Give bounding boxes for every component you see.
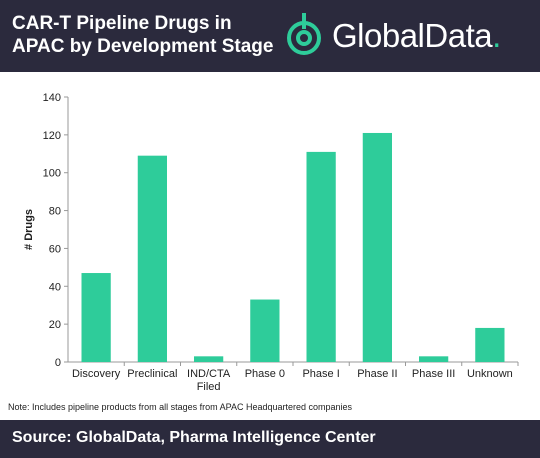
footer-banner: Source: GlobalData, Pharma Intelligence … (0, 420, 540, 458)
y-tick-label: 0 (55, 357, 61, 369)
globaldata-logo-icon (287, 13, 321, 55)
y-tick-label: 120 (43, 130, 61, 142)
source-text: Source: GlobalData, Pharma Intelligence … (12, 429, 376, 446)
chart-note: Note: Includes pipeline products from al… (8, 402, 353, 412)
x-tick-label-line: Filed (197, 381, 221, 393)
chart-title: CAR-T Pipeline Drugs in APAC by Developm… (12, 12, 292, 58)
y-tick-label: 20 (49, 319, 61, 331)
x-tick-label: Phase II (357, 368, 397, 380)
x-tick-label-line: Discovery (72, 368, 121, 380)
y-tick-label: 140 (43, 92, 61, 104)
logo-wordmark: GlobalData. (332, 18, 501, 54)
bar (419, 356, 449, 362)
x-tick-label-line: Phase 0 (245, 368, 285, 380)
chart-title-line-1: CAR-T Pipeline Drugs in (12, 13, 232, 34)
bar (362, 132, 392, 362)
x-tick-label: Preclinical (127, 368, 177, 380)
x-tick-label: Unknown (467, 368, 513, 380)
x-tick-label-line: Unknown (467, 368, 513, 380)
header-banner: CAR-T Pipeline Drugs in APAC by Developm… (0, 0, 540, 72)
bar (250, 299, 280, 362)
y-axis-title: # Drugs (23, 209, 35, 250)
bar-chart: 0 20 40 60 80 100 120 140 # Drugs Discovery Precli… (23, 92, 519, 393)
x-tick-label-line: Preclinical (127, 368, 177, 380)
y-tick-label: 40 (49, 281, 61, 293)
x-tick-label: Phase I (302, 368, 339, 380)
logo-text: GlobalData (332, 17, 493, 54)
y-tick-label: 80 (49, 206, 61, 218)
bar (194, 356, 224, 362)
globaldata-logo: GlobalData. (282, 10, 532, 62)
x-tick-label-line: Phase III (412, 368, 455, 380)
x-tick-label: Phase 0 (245, 368, 285, 380)
y-tick-label: 100 (43, 168, 61, 180)
x-tick-label: Discovery (72, 368, 121, 380)
bar (81, 273, 111, 362)
bar (306, 151, 336, 362)
y-tick-label: 60 (49, 243, 61, 255)
x-tick-label: IND/CTA Filed (187, 368, 231, 393)
bar (475, 327, 505, 362)
chart-title-line-2: APAC by Development Stage (12, 36, 274, 57)
logo-dot: . (492, 17, 501, 54)
x-tick-label-line: Phase I (302, 368, 339, 380)
x-tick-label-line: IND/CTA (187, 368, 231, 380)
x-tick-label: Phase III (412, 368, 455, 380)
x-tick-label-line: Phase II (357, 368, 397, 380)
bar (137, 155, 167, 362)
